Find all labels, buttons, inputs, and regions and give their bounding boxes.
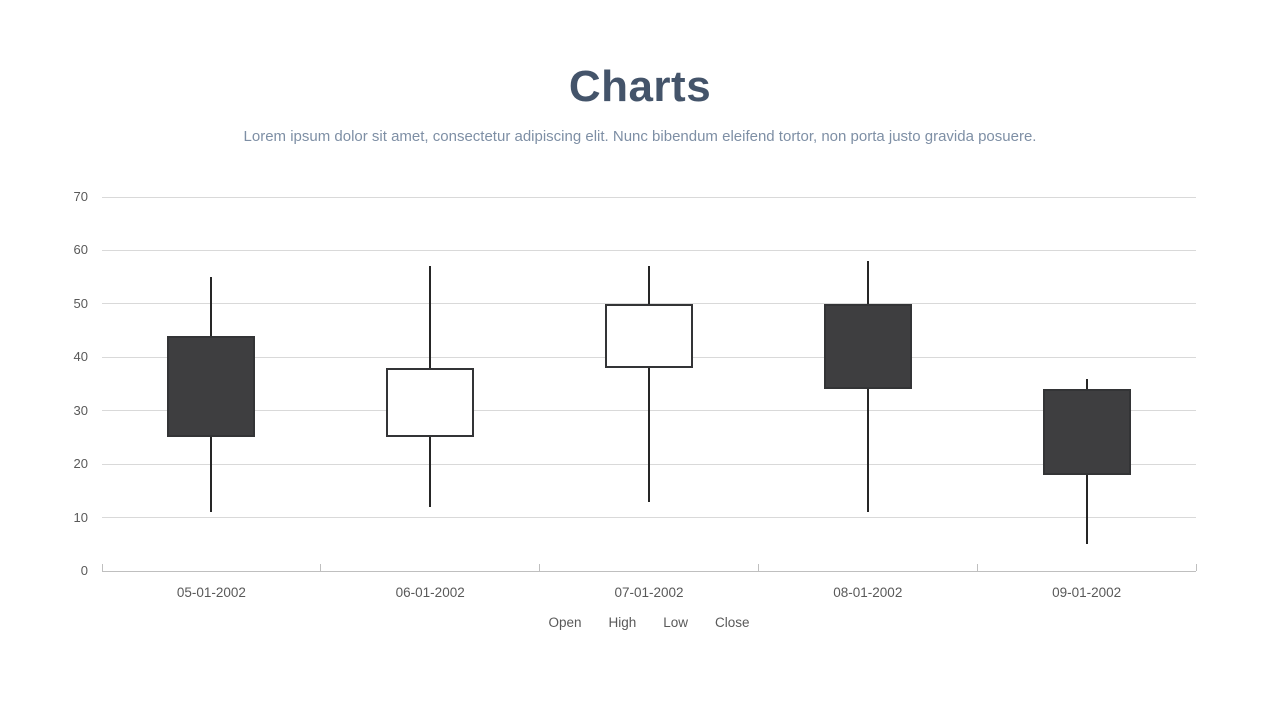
- y-axis-label-10: 10: [73, 509, 88, 525]
- x-axis-label-05-01-2002: 05-01-2002: [176, 585, 246, 600]
- gridline-y-60: [102, 249, 1196, 251]
- x-axis-label-07-01-2002: 07-01-2002: [614, 585, 684, 600]
- x-axis-tick-0: [101, 564, 103, 571]
- x-axis-label-09-01-2002: 09-01-2002: [1052, 585, 1122, 600]
- candle-wick-07-01-2002: [648, 266, 650, 502]
- y-axis-label-60: 60: [73, 242, 88, 258]
- gridline-y-0: [102, 570, 1196, 572]
- candle-body-09-01-2002[interactable]: [1042, 389, 1131, 475]
- y-axis-label-70: 70: [73, 189, 88, 204]
- x-axis-tick-5: [1195, 564, 1197, 571]
- y-axis-label-40: 40: [73, 349, 88, 365]
- x-axis-label-06-01-2002: 06-01-2002: [395, 585, 465, 600]
- x-axis-tick-3: [757, 564, 759, 571]
- x-axis-label-08-01-2002: 08-01-2002: [833, 585, 903, 600]
- y-axis-label-30: 30: [73, 402, 88, 418]
- legend-item-low[interactable]: Low: [663, 615, 689, 630]
- gridline-y-10: [102, 517, 1196, 519]
- chart-legend: Open High Low Close: [102, 615, 1196, 630]
- page-title: Charts: [568, 62, 712, 111]
- x-axis-tick-1: [320, 564, 322, 571]
- gridline-y-70: [102, 196, 1196, 198]
- x-axis-tick-4: [976, 564, 978, 571]
- page-subtitle: Lorem ipsum dolor sit amet, consectetur …: [243, 128, 1037, 145]
- candle-body-06-01-2002[interactable]: [386, 367, 475, 438]
- candle-body-08-01-2002[interactable]: [823, 303, 912, 390]
- y-axis-label-50: 50: [73, 295, 88, 311]
- y-axis-label-20: 20: [73, 456, 88, 472]
- legend-item-open[interactable]: Open: [548, 615, 582, 630]
- legend-item-high[interactable]: High: [608, 615, 637, 630]
- legend-item-close[interactable]: Close: [715, 615, 750, 630]
- candle-body-07-01-2002[interactable]: [605, 303, 693, 368]
- y-axis-label-0: 0: [80, 563, 88, 578]
- candle-body-05-01-2002[interactable]: [167, 335, 256, 438]
- x-axis-tick-2: [539, 564, 541, 571]
